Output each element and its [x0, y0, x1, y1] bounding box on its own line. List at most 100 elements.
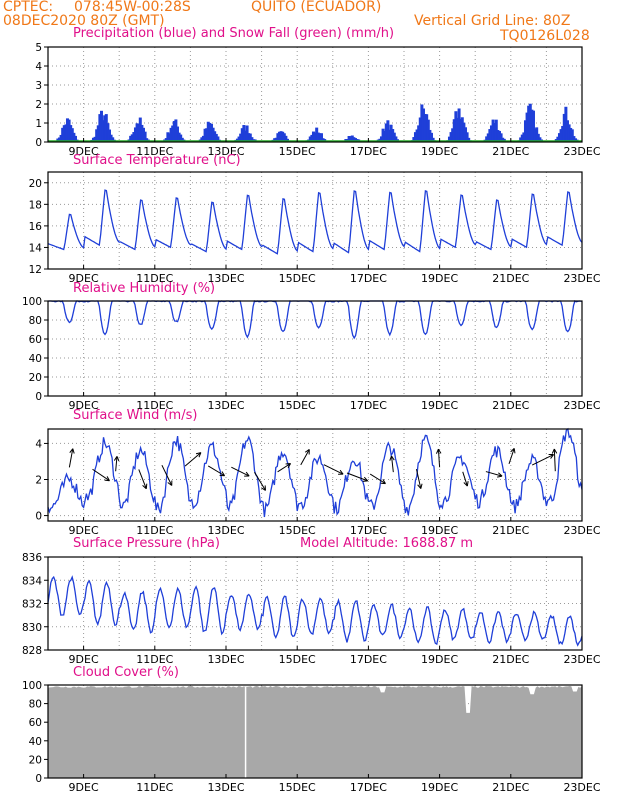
panel-title: Cloud Cover (%): [73, 665, 179, 680]
x-tick-label: 11DEC: [136, 781, 173, 794]
precip-bar: [463, 127, 467, 142]
precip-bar: [429, 132, 433, 142]
precip-bar: [109, 134, 113, 142]
precip-bar: [130, 134, 134, 142]
wind-arrow: [369, 473, 386, 485]
precip-bar: [69, 125, 73, 142]
precip-bar: [96, 125, 100, 142]
precip-bar: [531, 110, 535, 142]
precip-bar: [237, 136, 241, 142]
panel-3: 0 20 40 60 80 100 9DEC 11DEC 13DEC 15DEC 17DEC 19DE…: [22, 281, 601, 412]
precip-bar: [572, 136, 576, 142]
series-line: [47, 189, 583, 255]
precip-bar: [499, 133, 503, 142]
precip-bar: [570, 129, 574, 142]
y-tick-label: 834: [22, 575, 42, 587]
precip-bar: [349, 136, 353, 142]
wind-arrow: [254, 471, 266, 491]
x-tick-label: 9DEC: [69, 653, 99, 666]
precip-bar: [556, 136, 560, 142]
y-tick-label: 2: [35, 475, 42, 487]
precip-bar: [213, 131, 217, 142]
precip-bar: [316, 132, 320, 142]
precip-bar: [417, 125, 421, 142]
precip-bar: [205, 128, 209, 142]
precip-bar: [386, 120, 390, 142]
precip-bar: [281, 131, 285, 142]
wind-arrow-head: [104, 476, 110, 482]
panel-6: 0 20 40 60 80 100 9DEC 11DEC 13DEC 15DEC 17DEC 19DE…: [22, 665, 601, 794]
header-coords: 078:45W-00:28S: [74, 0, 191, 15]
precip-bar: [107, 129, 111, 142]
x-tick-label: 21DEC: [492, 524, 529, 537]
precip-bar: [308, 136, 312, 142]
panel-5: 828 830 832 834 836 9DEC 11DEC 13DEC 15DEC 17DEC 1…: [22, 536, 601, 666]
panel-4: 0 2 4 9DEC 11DEC 13DEC 15DEC 17DEC 19DEC 21DEC 23D…: [35, 408, 601, 537]
panel-title: Precipitation (blue) and Snow Fall (gree…: [73, 26, 394, 41]
precip-bar: [520, 134, 524, 142]
precip-bar: [91, 137, 95, 142]
x-tick-label: 17DEC: [350, 653, 387, 666]
panel-frame: [47, 300, 583, 397]
wind-arrow-head: [548, 453, 554, 459]
precip-bar: [245, 125, 249, 142]
precip-bar: [413, 132, 417, 142]
precip-bar: [559, 129, 563, 142]
wind-arrow-head: [463, 481, 469, 487]
y-tick-label: 18: [29, 199, 42, 211]
wind-arrow: [346, 472, 368, 482]
y-tick-label: 80: [29, 315, 42, 327]
precip-bar: [248, 133, 252, 142]
precip-bar: [101, 120, 105, 142]
panel-2: 12 14 16 18 20 9DEC 11DEC 13DEC 15DEC 17DEC 19DEC 2…: [29, 153, 601, 285]
wind-arrow-head: [219, 471, 226, 477]
x-tick-label: 13DEC: [207, 272, 244, 285]
precip-bar: [527, 105, 531, 142]
header-model-id: TQ0126L028: [500, 28, 590, 44]
precip-bar: [247, 133, 251, 142]
x-tick-label: 15DEC: [279, 781, 316, 794]
x-tick-label: 21DEC: [492, 272, 529, 285]
wind-arrow-head: [244, 471, 250, 477]
precip-bar: [394, 136, 398, 142]
x-tick-label: 13DEC: [207, 524, 244, 537]
precip-bar: [104, 114, 108, 142]
panel-frame: [47, 428, 583, 522]
precip-bar: [392, 132, 396, 142]
precip-bar: [64, 124, 68, 142]
precip-bar: [59, 134, 63, 142]
precip-bar: [93, 136, 97, 142]
y-tick-label: 1: [35, 118, 42, 130]
precip-bar: [111, 137, 115, 142]
x-tick-label: 9DEC: [69, 524, 99, 537]
panel-1: 0 1 2 3 4 5 9DEC 11DEC 13DEC 15DEC 17DEC 19DEC 21DEC…: [35, 26, 601, 158]
header-grid-note: Vertical Grid Line: 80Z: [414, 13, 571, 29]
precip-bar: [420, 104, 424, 142]
precip-bar: [103, 115, 107, 142]
wind-arrow: [161, 464, 173, 486]
precip-bar: [172, 121, 176, 142]
wind-arrow: [115, 456, 118, 472]
x-tick-label: 23DEC: [563, 145, 600, 158]
series-line: [47, 427, 583, 518]
wind-arrow: [277, 463, 291, 473]
header-init-time: 08DEC2020 80Z (GMT): [3, 13, 165, 29]
x-tick-label: 9DEC: [69, 272, 99, 285]
precip-bar: [137, 123, 141, 142]
x-tick-label: 11DEC: [136, 653, 173, 666]
x-tick-label: 19DEC: [421, 653, 458, 666]
precip-bar: [211, 127, 215, 142]
y-tick-label: 100: [22, 296, 42, 308]
precip-bar: [384, 123, 388, 142]
precip-bar: [573, 138, 577, 142]
precip-bar: [318, 133, 322, 142]
wind-arrow: [437, 449, 441, 468]
precip-bar: [321, 138, 325, 142]
precip-bar: [522, 132, 526, 142]
precip-bar: [177, 132, 181, 142]
x-tick-label: 9DEC: [69, 399, 99, 412]
panel-annotation: Model Altitude: 1688.87 m: [300, 536, 473, 551]
wind-arrow: [391, 455, 394, 473]
precip-bar: [145, 138, 149, 142]
precip-bar: [206, 121, 210, 142]
